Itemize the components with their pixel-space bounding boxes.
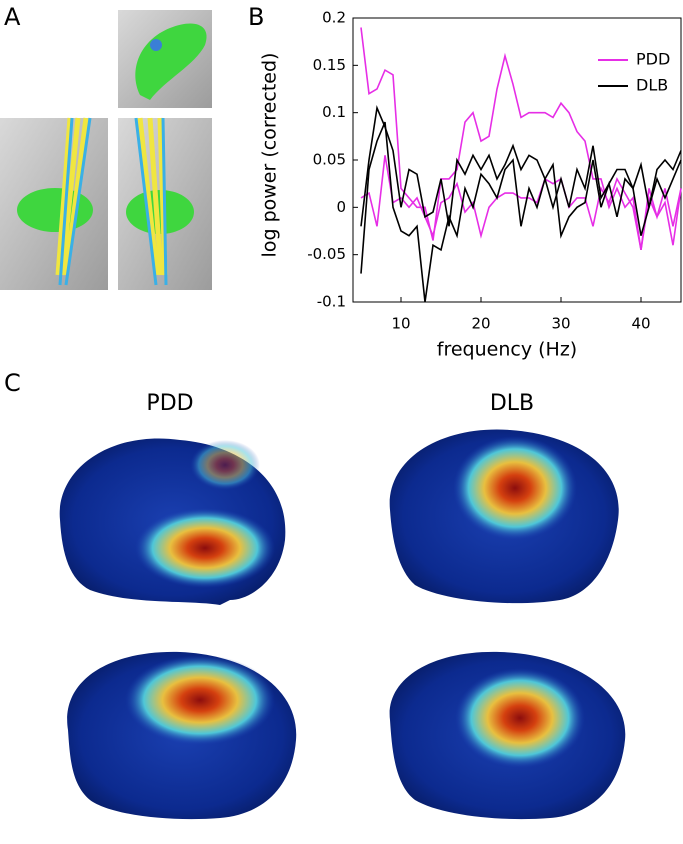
brain-renders	[59, 429, 626, 820]
y-tick-label: 0	[336, 198, 346, 216]
y-tick-label: -0.05	[307, 245, 346, 263]
x-tick-label: 20	[471, 315, 490, 333]
y-tick-label: 0.05	[313, 151, 346, 169]
condition-label: DLB	[490, 391, 534, 416]
y-tick-label: 0.15	[313, 56, 346, 74]
x-tick-label: 40	[631, 315, 650, 333]
y-tick-label: -0.1	[317, 293, 346, 311]
data-line	[360, 121, 682, 303]
panel-label: B	[248, 3, 264, 31]
x-tick-label: 10	[391, 315, 410, 333]
y-tick-label: 0.2	[322, 9, 346, 27]
x-axis-label: frequency (Hz)	[437, 339, 577, 361]
line-chart: 0.2 0.15 0.1 0.05 0 -0.05 -0.1 10 20 30 40 frequenc…	[259, 9, 682, 361]
data-line	[360, 104, 682, 227]
mri-images	[0, 10, 212, 290]
y-axis-label: log power (corrected)	[259, 53, 281, 258]
x-tick-label: 30	[551, 315, 570, 333]
legend-label: DLB	[636, 76, 668, 95]
panel-label: C	[4, 369, 21, 397]
panel-label: A	[4, 3, 21, 31]
legend-label: PDD	[636, 50, 670, 69]
data-line	[360, 155, 682, 251]
y-tick-label: 0.1	[322, 103, 346, 121]
data-line	[360, 27, 682, 251]
condition-label: PDD	[146, 391, 193, 416]
